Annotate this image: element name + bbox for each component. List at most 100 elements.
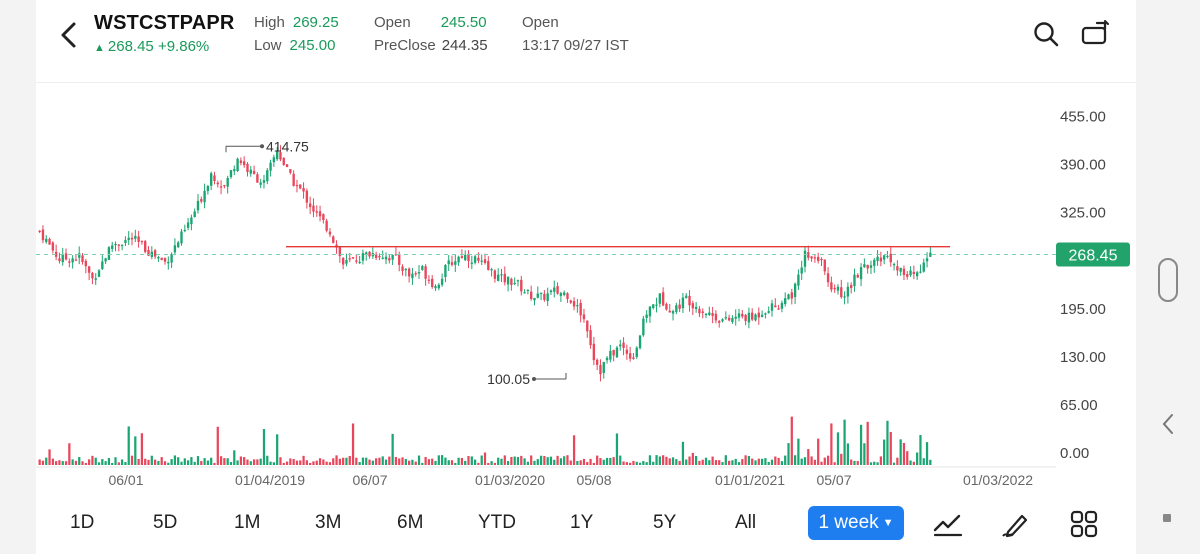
volume-bar [602,459,605,465]
candle-body [480,260,483,262]
candle-body [780,302,784,309]
range-1y[interactable]: 1Y [570,512,594,533]
candle-body [539,292,543,294]
candle-body [576,305,579,307]
range-6m[interactable]: 6M [397,512,424,533]
volume-bar [45,457,48,465]
volume-bar [727,460,731,465]
chevron-left-small-icon[interactable] [1160,412,1176,436]
range-5d[interactable]: 5D [153,512,178,533]
candle-body [183,229,186,232]
candle-body [262,180,266,183]
range-1m[interactable]: 1M [234,512,261,533]
candle-body [849,285,853,289]
candle-body [196,200,200,211]
candle-body [417,271,421,274]
volume-bar [549,456,553,465]
grid-icon[interactable] [1068,508,1100,540]
candle-body [506,276,510,285]
candle-body [305,190,309,203]
volume-bar [394,456,398,465]
candle-body [378,256,381,258]
volume-bar [328,462,332,465]
candle-body [381,257,384,259]
volume-bar [97,462,101,465]
candle-body [180,231,183,244]
candle-body [919,271,922,273]
price-chart[interactable]: 455.00 390.00 325.00 195.00 130.00 65.00 0.00 … [36,82,1136,491]
volume-bar [503,455,506,465]
candle-body [94,278,97,280]
volume-bar [74,460,78,465]
volume-bar [497,457,500,465]
volume-bar [599,458,602,465]
volume-bar [513,456,516,465]
volume-bar [718,460,721,465]
candle-body [173,245,177,253]
range-all[interactable]: All [735,512,757,533]
volume-bar [793,455,797,465]
range-ytd[interactable]: YTD [478,512,516,533]
y-axis-label: 455.00 [1060,108,1106,125]
volume-bar [381,456,384,465]
chevron-left-icon[interactable] [54,18,84,52]
volume-bar [391,433,394,465]
candle-body [859,267,863,280]
candle-body [671,311,675,314]
last-price-tag [1056,242,1130,267]
volume-bar [91,455,94,465]
high-annotation: 414.75 [266,138,309,154]
volume-bar [233,450,236,465]
candle-body [708,312,711,315]
candle-body [216,182,219,185]
candle-body [398,254,401,265]
x-axis-label: 01/04/2019 [235,472,305,488]
volume-bar [790,416,793,465]
candle-body [886,255,889,258]
range-3m[interactable]: 3M [315,512,342,533]
draw-icon[interactable] [1000,508,1032,540]
volume-bar [873,461,876,465]
volume-bar [467,455,470,465]
candle-body [111,245,114,249]
interval-dropdown[interactable]: 1 week ▼ [808,506,904,540]
range-5y[interactable]: 5Y [653,512,677,533]
candle-body [559,293,563,296]
volume-bar [140,433,144,465]
candlestick-chart-svg[interactable]: 455.00390.00325.00195.00130.0065.000.00 … [36,83,1136,491]
volume-bar [741,459,744,465]
search-icon[interactable] [1032,20,1060,48]
candle-body [450,262,454,265]
volume-bar [378,457,381,465]
candle-body [153,250,157,257]
candle-body [308,203,312,208]
volume-bar [408,460,411,465]
x-axis-label: 01/03/2020 [475,472,545,488]
candle-body [856,274,859,278]
volume-bar [830,423,833,465]
candle-body [833,288,836,290]
volume-bar [523,458,526,465]
volume-bar [579,460,582,465]
candle-body [721,319,724,322]
candle-body [460,256,464,259]
candle-body [177,242,180,248]
rotate-screen-icon[interactable] [1080,20,1109,48]
candle-body [45,238,48,243]
volume-bar [836,432,840,465]
candle-body [246,163,249,172]
preclose-quote: PreClose 244.35 [374,37,488,54]
candle-body [526,289,530,291]
low-label: Low [254,37,282,54]
left-margin [0,0,36,554]
candle-body [193,211,196,217]
candle-body [437,284,441,289]
volume-bar [94,457,97,465]
volume-bar [675,459,678,465]
low-quote: Low 245.00 [254,37,335,54]
range-1d[interactable]: 1D [70,512,95,533]
candle-body [665,303,668,310]
volume-bar [252,459,256,465]
indicator-icon[interactable] [932,508,964,540]
scroll-handle[interactable] [1158,258,1178,302]
